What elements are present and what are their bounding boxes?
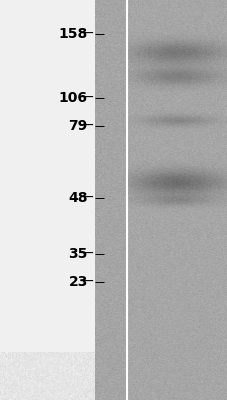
- Text: —: —: [79, 191, 93, 205]
- Text: 158: 158: [58, 27, 87, 41]
- Text: 79: 79: [68, 119, 87, 133]
- Text: —: —: [79, 275, 93, 289]
- Text: —: —: [79, 27, 93, 41]
- Text: 106: 106: [59, 91, 87, 105]
- Text: 48: 48: [68, 191, 87, 205]
- Text: —: —: [79, 91, 93, 105]
- Text: 23: 23: [68, 275, 87, 289]
- Text: —: —: [79, 247, 93, 261]
- Text: 35: 35: [68, 247, 87, 261]
- Text: —: —: [79, 119, 93, 133]
- Bar: [0, 0, 94, 400]
